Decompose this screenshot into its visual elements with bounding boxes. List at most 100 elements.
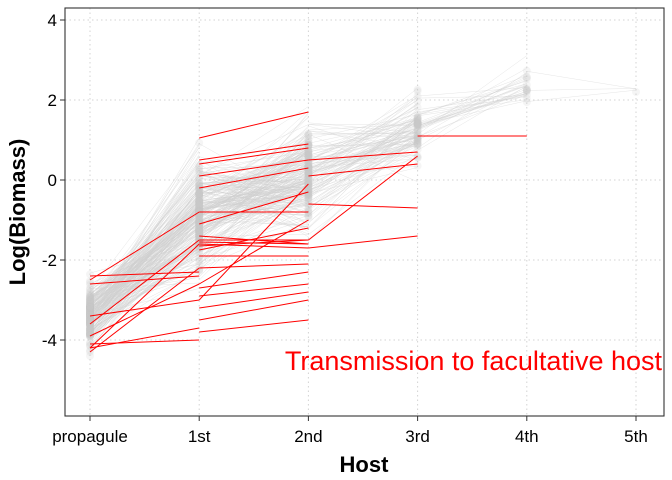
background-line [199,129,309,199]
data-point [413,129,422,138]
data-point [304,185,313,194]
data-point [86,299,94,308]
data-point [195,226,204,235]
data-point [86,297,94,306]
background-line [417,86,527,141]
data-point [195,200,204,209]
data-point [86,321,94,330]
data-point [413,136,422,145]
data-point [304,141,313,150]
data-point [86,303,94,312]
background-line [417,91,527,129]
background-line [199,197,309,242]
series-line [89,243,200,349]
data-point [86,302,94,311]
data-point [86,310,94,319]
x-tick-label: propagule [52,427,128,446]
data-point [413,120,422,129]
data-point [195,213,204,222]
data-point [304,163,313,172]
background-line [308,133,418,242]
data-point [304,191,313,200]
data-point [304,147,313,156]
data-point [304,149,313,158]
data-point [195,208,204,217]
data-point [86,310,94,319]
data-point [304,179,313,188]
background-line [308,125,418,161]
background-line [199,183,309,208]
series-line [89,283,200,337]
data-point [86,314,94,323]
data-point [86,294,94,303]
background-line [308,148,418,207]
data-point [522,85,531,94]
background-line [526,88,637,91]
data-point [86,308,94,317]
x-axis-title: Host [340,452,390,477]
data-point [195,266,204,275]
data-point [86,312,94,321]
data-point [86,305,94,314]
data-point [86,280,94,289]
data-point [86,323,94,332]
data-point [413,92,422,101]
data-point [86,303,94,312]
background-line [308,114,418,140]
data-point [195,218,204,227]
background-line [308,142,418,223]
data-point [304,185,313,194]
series-line [89,211,200,281]
data-point [522,73,531,82]
series-line [308,203,418,209]
background-line [417,73,527,138]
background-line [199,164,309,169]
data-point [195,196,204,205]
data-point [304,148,313,157]
data-point [304,192,313,201]
data-point [86,302,94,311]
data-point [304,165,313,174]
data-point [195,189,204,198]
background-line [308,124,418,138]
data-point [86,294,94,303]
data-point [86,314,94,323]
data-point [522,80,531,89]
data-point [86,330,94,339]
data-point [195,203,204,212]
background-line [417,77,527,127]
background-line [199,234,309,238]
background-line [199,180,309,204]
data-point [413,120,422,129]
data-point [304,151,313,160]
data-point [86,296,94,305]
data-point [195,189,204,198]
data-point [304,163,313,172]
data-point [195,182,204,191]
data-point [304,193,313,202]
data-point [304,173,313,182]
series-line [89,327,200,349]
data-point [86,301,94,310]
data-point [86,287,94,296]
data-point [413,103,422,112]
data-point [86,303,94,312]
data-point [413,137,422,146]
data-point [304,170,313,179]
data-point [304,141,313,150]
data-point [86,309,94,318]
series-line [89,239,200,325]
y-tick-label: 2 [48,91,57,110]
data-point [86,317,94,326]
data-point [86,319,94,328]
data-point [86,295,94,304]
background-line [199,154,309,234]
data-point [86,308,94,317]
y-tick-label: -4 [42,331,57,350]
background-line [199,162,309,209]
data-point [195,220,204,229]
background-line [89,257,200,296]
data-point [304,167,313,176]
data-point [195,197,204,206]
background-line [89,199,200,334]
